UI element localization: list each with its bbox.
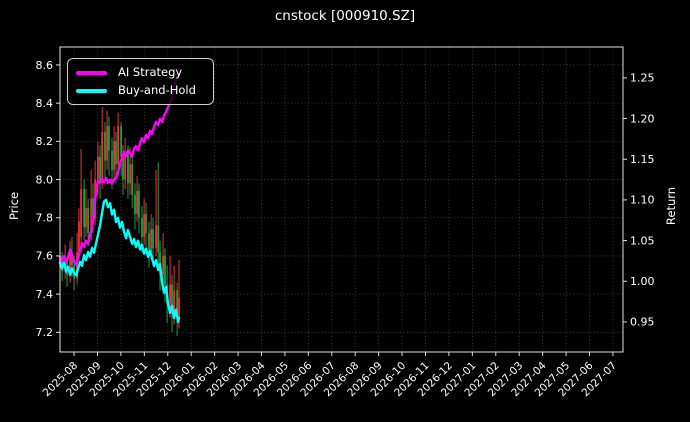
svg-text:1.25: 1.25 [630, 72, 655, 85]
svg-text:8.0: 8.0 [36, 173, 54, 186]
svg-text:1.20: 1.20 [630, 112, 655, 125]
svg-text:7.8: 7.8 [36, 212, 54, 225]
svg-text:7.6: 7.6 [36, 250, 54, 263]
legend-item-ai-strategy: AI Strategy [76, 64, 204, 82]
legend-item-buy-and-hold: Buy-and-Hold [76, 82, 204, 100]
svg-text:0.95: 0.95 [630, 316, 655, 329]
legend-label: AI Strategy [118, 65, 183, 80]
svg-text:8.4: 8.4 [36, 97, 54, 110]
svg-text:7.2: 7.2 [36, 326, 54, 339]
svg-text:8.6: 8.6 [36, 59, 54, 72]
y-axis-label-return: Return [664, 186, 678, 226]
svg-text:1.15: 1.15 [630, 153, 655, 166]
buy-and-hold-line-swatch [76, 89, 107, 93]
svg-text:1.05: 1.05 [630, 234, 655, 247]
chart-legend: AI Strategy Buy-and-Hold [67, 58, 214, 105]
svg-text:8.2: 8.2 [36, 135, 54, 148]
y-axis-label-price: Price [7, 191, 21, 221]
svg-text:1.00: 1.00 [630, 275, 655, 288]
svg-text:1.10: 1.10 [630, 194, 655, 207]
legend-label: Buy-and-Hold [118, 83, 196, 98]
svg-text:7.4: 7.4 [36, 288, 54, 301]
ai-strategy-line-swatch [76, 71, 107, 75]
chart-title: cnstock [000910.SZ] [274, 8, 416, 24]
